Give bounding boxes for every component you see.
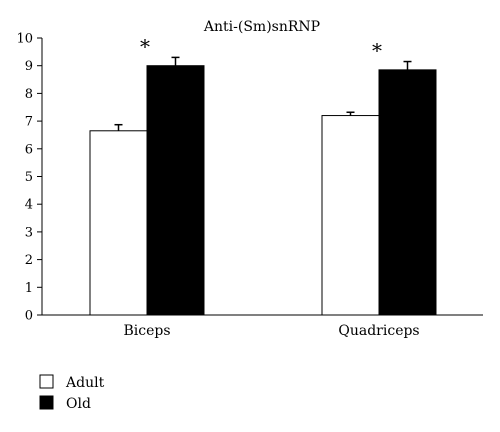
significance-marker: *	[140, 34, 150, 58]
y-tick-label: 1	[25, 281, 33, 296]
y-tick-label: 3	[25, 225, 33, 240]
bar-adult	[321, 115, 380, 316]
legend: Adult Old	[39, 374, 105, 412]
bars: * *	[89, 34, 437, 316]
y-tick-label: 7	[25, 115, 33, 130]
y-tick-label: 4	[25, 198, 33, 213]
y-tick-label: 5	[25, 170, 33, 185]
y-tick-label: 0	[25, 309, 33, 324]
y-tick-label: 9	[25, 59, 33, 74]
x-labels: Biceps Quadriceps	[123, 323, 419, 339]
bar-adult	[89, 130, 148, 316]
bar-old	[378, 69, 437, 316]
legend-swatch-adult	[39, 374, 54, 389]
y-tick-label: 8	[25, 87, 33, 102]
x-tick-label: Biceps	[123, 323, 170, 339]
y-ticks: 0 1 2 3 4 5 6 7 8 9 10	[16, 32, 42, 324]
x-tick-label: Quadriceps	[338, 323, 419, 339]
legend-label-adult: Adult	[65, 375, 105, 391]
y-tick-label: 6	[25, 142, 33, 157]
chart-title: Anti-(Sm)snRNP	[203, 19, 320, 35]
y-tick-label: 10	[16, 32, 33, 47]
significance-marker: *	[372, 39, 382, 63]
legend-swatch-old	[39, 395, 54, 410]
legend-label-old: Old	[66, 396, 91, 412]
bar-old	[146, 65, 205, 316]
y-tick-label: 2	[25, 253, 33, 268]
